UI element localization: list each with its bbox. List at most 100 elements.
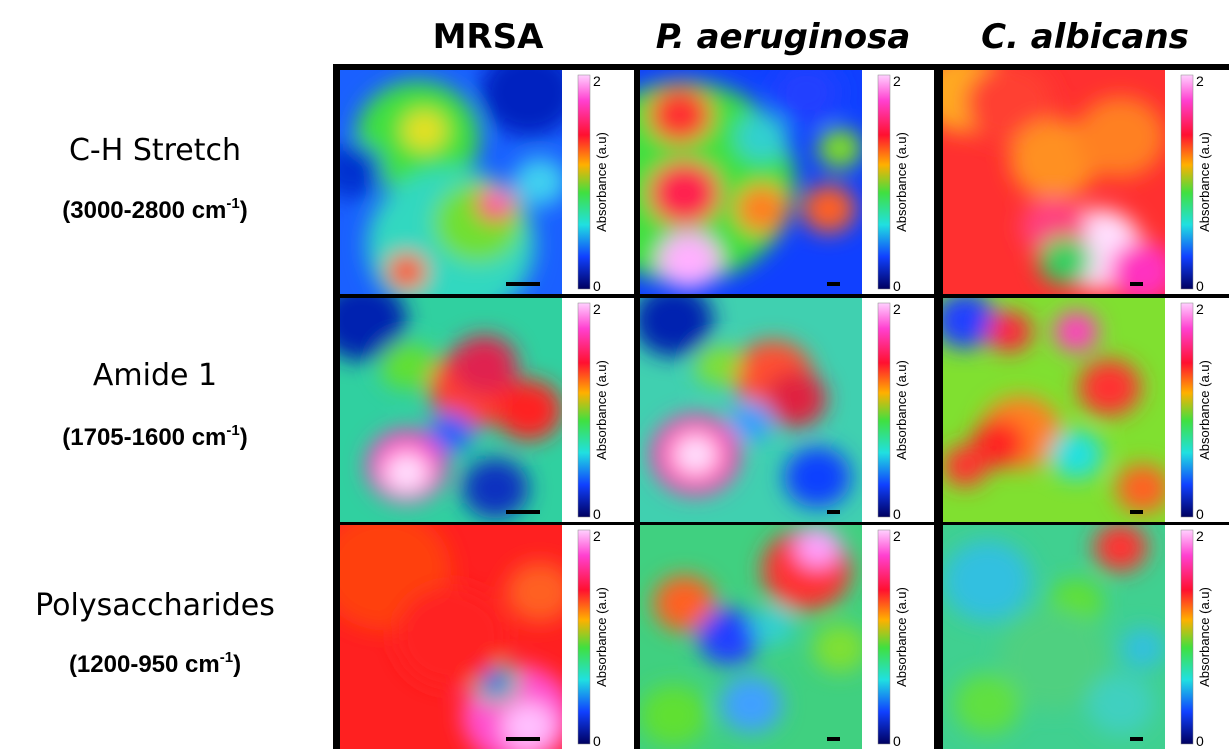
row-range: (3000-2800 cm-1)	[62, 195, 247, 224]
range-text: (1705-1600 cm	[62, 424, 226, 451]
colorbar	[1181, 303, 1193, 517]
scale-bar	[827, 510, 840, 514]
heatmap-blob	[751, 606, 795, 646]
colorbar	[878, 303, 890, 517]
heatmap-blob	[380, 341, 433, 389]
heatmap-blob	[735, 185, 788, 233]
heatmap-blob	[934, 292, 996, 348]
heatmap-blob	[943, 541, 1032, 622]
heatmap-blob	[987, 311, 1031, 351]
colorbar-label: Absorbance (a.u)	[1197, 132, 1212, 232]
colorbar	[1181, 75, 1193, 289]
row-label: Amide 1	[93, 358, 217, 393]
scale-bar	[506, 510, 540, 514]
colorbar	[578, 75, 590, 289]
colorbar-tick-label: 2	[893, 73, 901, 89]
range-close: )	[240, 424, 248, 451]
superscript: -1	[226, 195, 239, 212]
figure: MRSAP. aeruginosaC. albicansC-H Stretch(…	[0, 0, 1229, 749]
scale-bar	[506, 282, 540, 286]
heatmap-blob	[802, 185, 855, 233]
heatmap-blob	[640, 685, 707, 745]
heatmap-blob	[649, 87, 711, 143]
colorbar-tick-label: 2	[593, 301, 601, 317]
heatmap-blob	[1038, 236, 1091, 284]
heatmap	[934, 292, 1169, 522]
colorbar-label: Absorbance (a.u)	[594, 587, 609, 687]
heatmap-blob	[429, 412, 473, 452]
heatmap-blob	[1076, 97, 1165, 178]
heatmap	[943, 523, 1165, 749]
colorbar-tick-label: 2	[1196, 301, 1204, 317]
colorbar-tick-label: 0	[1196, 278, 1204, 294]
range-close: )	[233, 651, 241, 678]
column-header: C. albicans	[981, 17, 1189, 57]
heatmap	[318, 280, 562, 522]
heatmap-blob	[1094, 523, 1147, 571]
heatmap-blob	[451, 335, 518, 395]
row-label: Polysaccharides	[35, 588, 275, 623]
heatmap-blob	[795, 527, 839, 567]
colorbar-tick-label: 0	[593, 278, 601, 294]
heatmap-blob	[784, 447, 851, 507]
heatmap-blob	[1087, 674, 1154, 734]
heatmap-blob	[720, 676, 782, 732]
heatmap-blob	[1050, 431, 1103, 479]
heatmap-blob	[954, 674, 1021, 734]
range-text: (1200-950 cm	[69, 651, 220, 678]
colorbar-tick-label: 2	[893, 528, 901, 544]
colorbar-tick-label: 0	[593, 733, 601, 749]
heatmap-blob	[320, 143, 382, 199]
heatmap-blob	[387, 253, 427, 289]
colorbar-tick-label: 2	[593, 528, 601, 544]
colorbar-label: Absorbance (a.u)	[894, 360, 909, 460]
heatmap-blob	[696, 345, 740, 385]
heatmap-blob	[513, 158, 566, 206]
heatmap-blob	[658, 232, 720, 288]
colorbar-tick-label: 0	[893, 506, 901, 522]
colorbar-label: Absorbance (a.u)	[594, 360, 609, 460]
heatmap-blob	[764, 371, 826, 427]
superscript: -1	[226, 422, 239, 439]
heatmap-blob	[813, 624, 866, 672]
heatmap-blob	[1054, 311, 1098, 351]
row-label: C-H Stretch	[69, 133, 241, 168]
colorbar-tick-label: 2	[593, 73, 601, 89]
heatmap-blob	[1116, 464, 1169, 512]
colorbar	[578, 303, 590, 517]
row-range: (1200-950 cm-1)	[69, 649, 241, 678]
heatmap-blob	[462, 458, 529, 518]
colorbar-label: Absorbance (a.u)	[894, 587, 909, 687]
colorbar-tick-label: 2	[893, 301, 901, 317]
scale-bar	[1130, 737, 1143, 741]
heatmap-blob	[1121, 628, 1165, 668]
heatmap	[921, 52, 1176, 302]
heatmap-blob	[396, 587, 507, 688]
heatmap	[318, 509, 573, 749]
heatmap-blob	[649, 161, 720, 226]
heatmap-blob	[384, 453, 428, 493]
colorbar-tick-label: 0	[1196, 506, 1204, 522]
heatmap	[640, 525, 866, 749]
heatmap-blob	[402, 110, 446, 150]
colorbar-label: Absorbance (a.u)	[894, 132, 909, 232]
row-range: (1705-1600 cm-1)	[62, 422, 247, 451]
heatmap-blob	[773, 62, 840, 122]
column-header: P. aeruginosa	[656, 17, 911, 57]
scale-bar	[827, 282, 840, 286]
heatmap	[633, 284, 862, 522]
colorbar-tick-label: 0	[1196, 733, 1204, 749]
colorbar-tick-label: 0	[593, 506, 601, 522]
scale-bar	[1130, 282, 1143, 286]
heatmap-blob	[735, 113, 788, 161]
colorbar-tick-label: 0	[893, 278, 901, 294]
colorbar-tick-label: 0	[893, 733, 901, 749]
colorbar	[878, 530, 890, 744]
colorbar-label: Absorbance (a.u)	[1197, 587, 1212, 687]
scale-bar	[827, 737, 840, 741]
colorbar-label: Absorbance (a.u)	[594, 132, 609, 232]
heatmap-blob	[502, 702, 555, 749]
colorbar-tick-label: 2	[1196, 73, 1204, 89]
heatmap-blob	[698, 609, 760, 665]
range-close: )	[240, 197, 248, 224]
